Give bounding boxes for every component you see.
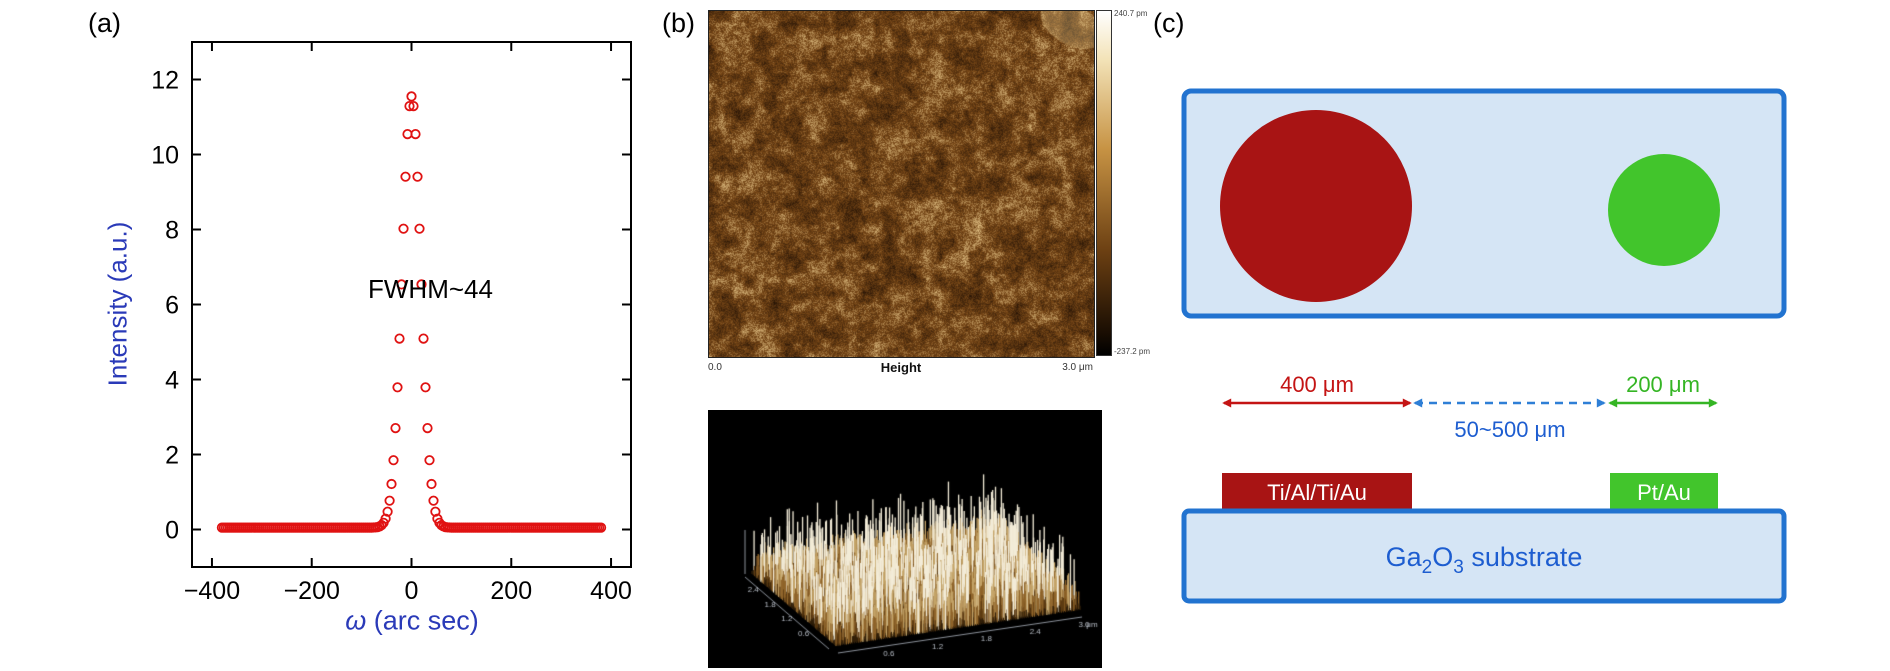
substrate-label-part: O bbox=[1432, 542, 1453, 572]
x-tick-label: −400 bbox=[184, 577, 240, 605]
data-point bbox=[400, 171, 411, 182]
omega-symbol: ω bbox=[345, 605, 367, 636]
data-point bbox=[406, 91, 417, 102]
chart-x-axis-label: ω (arc sec) bbox=[345, 606, 479, 637]
dim-gap-label: 50~500 μm bbox=[1454, 417, 1565, 442]
substrate-label-part: substrate bbox=[1464, 542, 1583, 572]
data-point bbox=[416, 279, 427, 290]
y-tick-label: 8 bbox=[165, 217, 179, 245]
x-tick-label: 200 bbox=[490, 577, 532, 605]
data-point bbox=[424, 455, 435, 466]
afm-3d-surface bbox=[708, 410, 1102, 668]
channel-label: Height bbox=[880, 360, 922, 375]
x-axis-unit-text: (arc sec) bbox=[366, 605, 479, 636]
x-tick-label: −200 bbox=[284, 577, 340, 605]
electrode-right-label: Pt/Au bbox=[1637, 480, 1691, 505]
y-tick-label: 0 bbox=[165, 517, 179, 545]
data-point bbox=[382, 506, 393, 517]
data-point bbox=[414, 223, 425, 234]
x-tick-label: 400 bbox=[590, 577, 632, 605]
panel-c-schematic: (c) 400 μm 50~500 μm bbox=[1148, 0, 1890, 671]
chart-y-axis-label: Intensity (a.u.) bbox=[102, 221, 133, 387]
data-point bbox=[595, 522, 607, 533]
substrate-label-sub: 3 bbox=[1453, 557, 1464, 578]
afm-height-image bbox=[708, 10, 1095, 358]
x-tick-label: 0 bbox=[405, 577, 419, 605]
fwhm-annotation: FWHM~44 bbox=[368, 274, 493, 304]
y-tick-label: 4 bbox=[165, 367, 179, 395]
substrate-label-part: Ga bbox=[1386, 542, 1423, 572]
data-point bbox=[404, 101, 415, 112]
data-point bbox=[418, 333, 429, 344]
data-point bbox=[396, 279, 407, 290]
data-point bbox=[422, 422, 433, 434]
anode-pad-circle bbox=[1220, 110, 1412, 302]
panel-b-label: (b) bbox=[662, 8, 695, 38]
substrate-label-sub: 2 bbox=[1422, 557, 1433, 578]
data-point bbox=[410, 129, 421, 140]
data-point bbox=[390, 422, 401, 434]
data-point bbox=[386, 478, 397, 490]
scan-size-label: 3.0 μm bbox=[1062, 362, 1093, 373]
panel-a-label: (a) bbox=[88, 8, 121, 38]
data-point bbox=[408, 101, 419, 112]
device-schematic: 400 μm 50~500 μm 200 μm Ti/Al/Ti/Au Pt/A… bbox=[1181, 88, 1787, 604]
y-tick-label: 6 bbox=[165, 292, 179, 320]
height-colorbar bbox=[1096, 10, 1112, 356]
panel-b-afm: (b) 240.7 pm -237.2 pm 0.0 Height 3.0 μm bbox=[655, 0, 1155, 671]
data-point bbox=[412, 171, 423, 182]
substrate-rect bbox=[1181, 508, 1787, 604]
dim-right-label: 200 μm bbox=[1626, 372, 1700, 397]
panel-a-xrd: (a) −400 −200 0 200 400 0 2 4 6 8 10 12 Intensity (… bbox=[0, 0, 655, 671]
y-tick-label: 2 bbox=[165, 442, 179, 470]
electrode-left-label: Ti/Al/Ti/Au bbox=[1267, 480, 1367, 505]
data-point bbox=[420, 382, 431, 393]
substrate-label: Ga2O3 substrate bbox=[1386, 542, 1583, 578]
electrode-left-rect bbox=[1222, 473, 1412, 511]
cathode-pad-circle bbox=[1608, 154, 1720, 266]
dim-left-label: 400 μm bbox=[1280, 372, 1354, 397]
data-point bbox=[380, 513, 391, 524]
panel-c-label: (c) bbox=[1153, 8, 1185, 38]
data-point bbox=[388, 455, 399, 466]
data-point bbox=[394, 333, 405, 344]
y-tick-label: 10 bbox=[151, 142, 179, 170]
data-point bbox=[430, 506, 441, 517]
data-point bbox=[426, 478, 437, 490]
xrd-rocking-curve-chart: −400 −200 0 200 400 0 2 4 6 8 10 12 bbox=[151, 41, 632, 605]
colorbar-max-label: 240.7 pm bbox=[1114, 9, 1148, 18]
data-point bbox=[428, 495, 439, 506]
y-tick-label: 12 bbox=[151, 67, 179, 95]
scan-origin-label: 0.0 bbox=[708, 362, 722, 373]
data-point bbox=[384, 495, 395, 506]
colorbar-min-label: -237.2 pm bbox=[1114, 347, 1151, 356]
data-point bbox=[398, 223, 409, 234]
electrode-right-rect bbox=[1610, 473, 1718, 511]
data-point bbox=[392, 382, 403, 393]
